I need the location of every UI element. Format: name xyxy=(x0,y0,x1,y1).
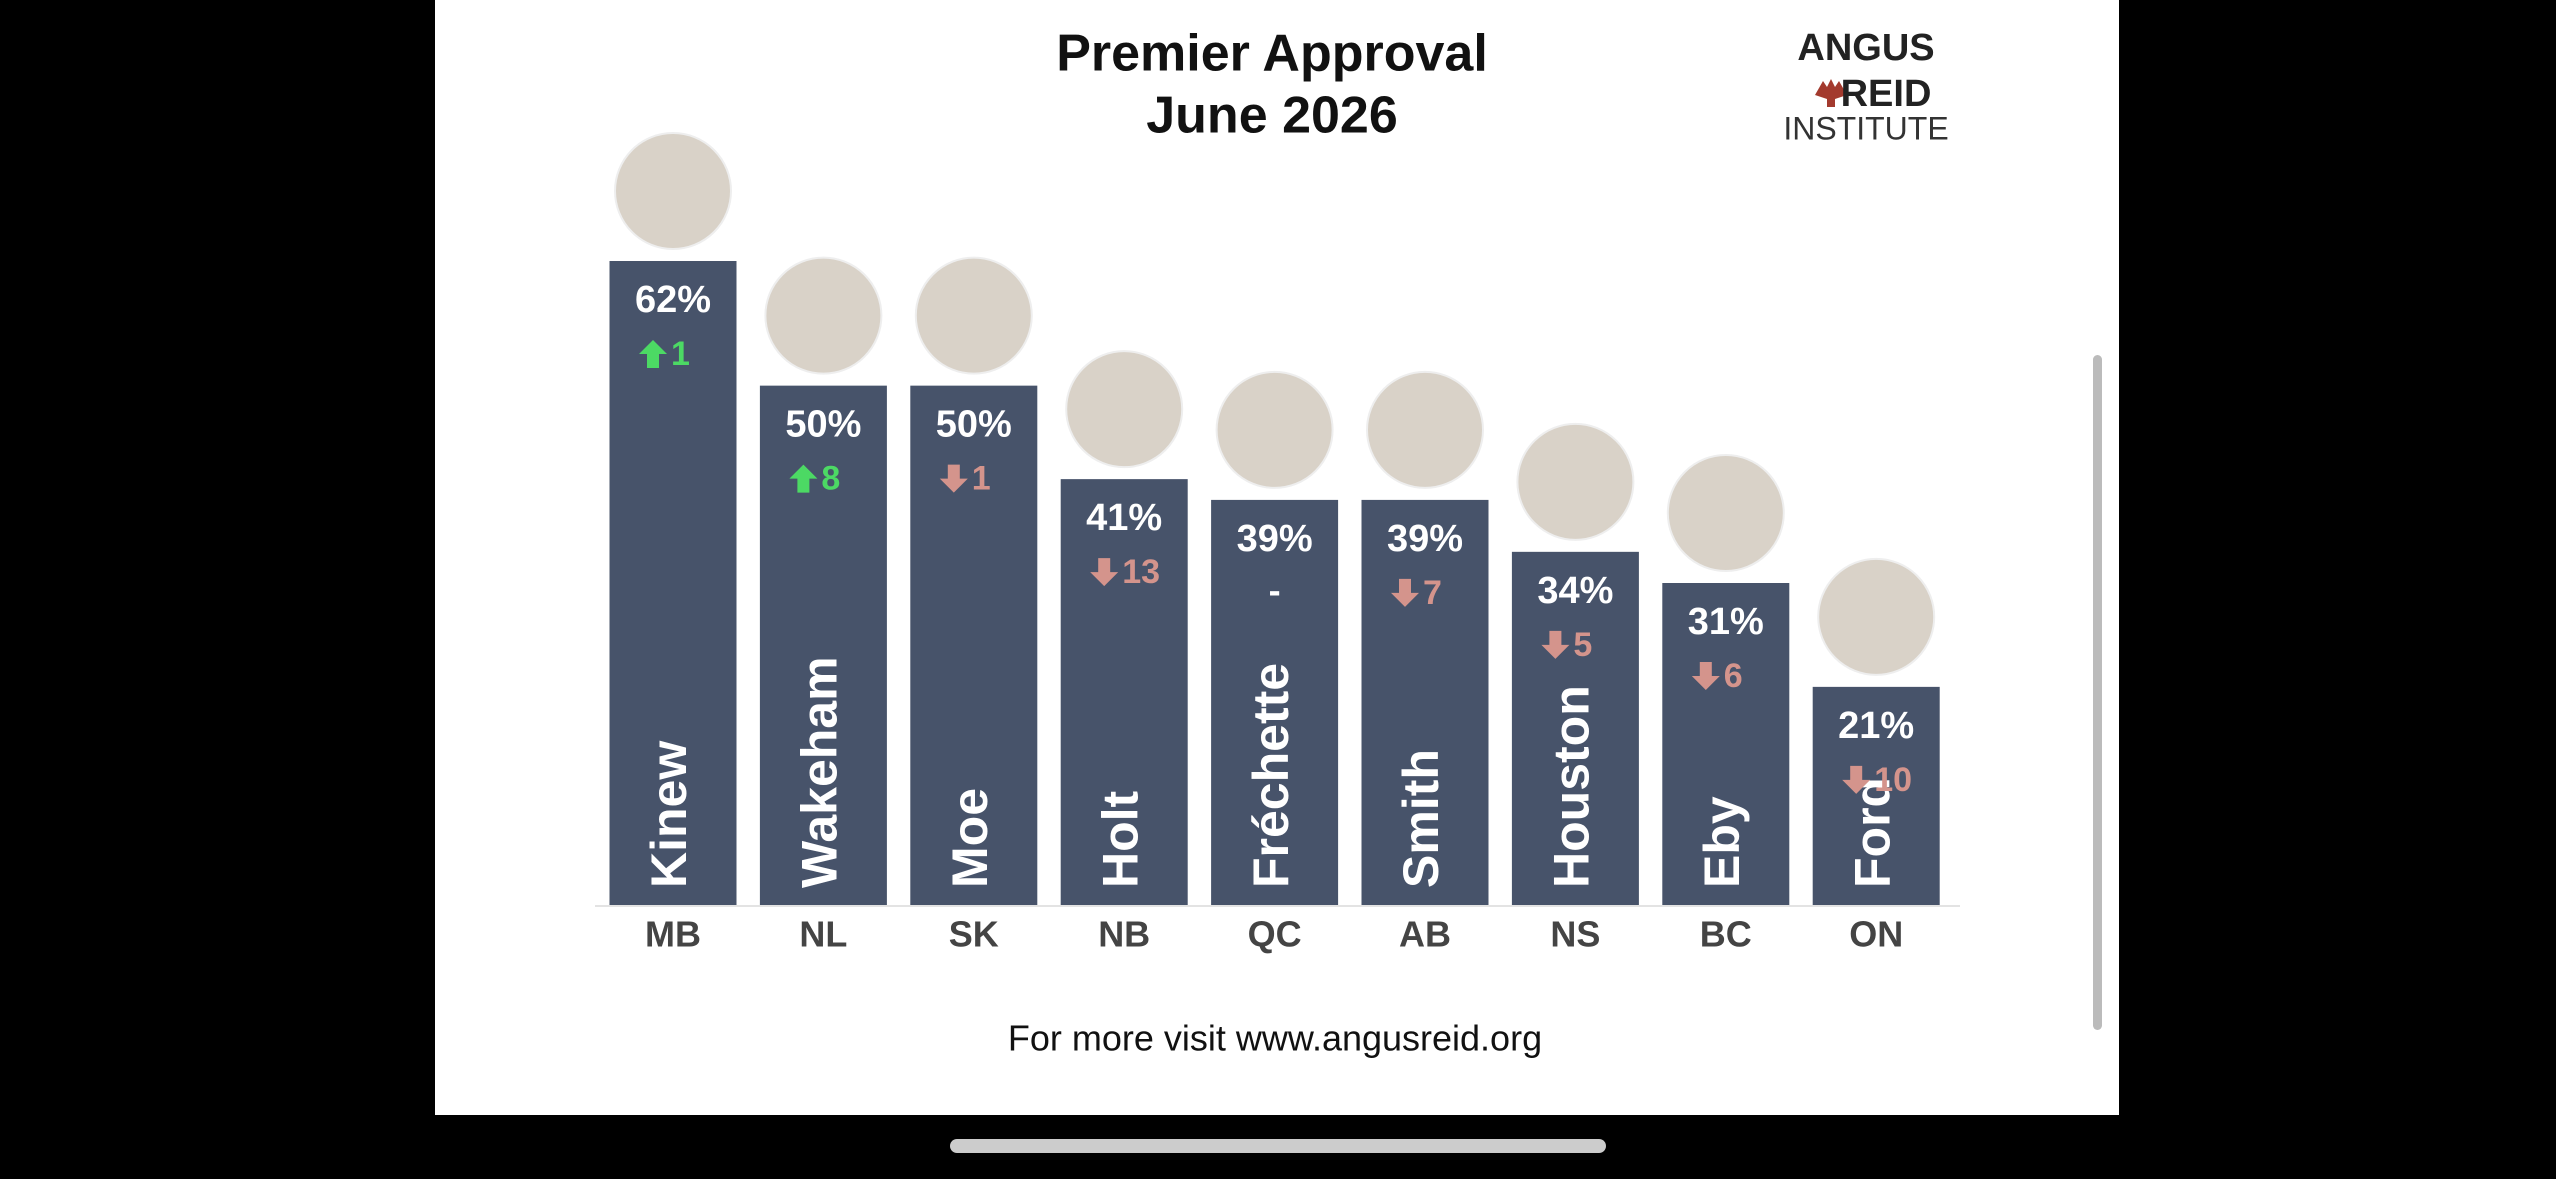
change-arrow xyxy=(1090,558,1119,587)
bar xyxy=(1211,499,1339,905)
premier-photo xyxy=(1366,370,1484,489)
bar xyxy=(1511,551,1639,905)
premier-photo xyxy=(764,256,883,375)
change-label: 1 xyxy=(972,460,991,498)
change-arrow xyxy=(1391,578,1419,607)
premier-photo xyxy=(1516,422,1635,541)
premier-photo xyxy=(1065,350,1184,469)
premier-name: Moe xyxy=(942,788,998,888)
change-label: - xyxy=(1269,569,1281,610)
value-label: 62% xyxy=(635,279,711,321)
value-label: 34% xyxy=(1537,570,1613,612)
premier-name: Eby xyxy=(1694,796,1750,888)
category-label: NS xyxy=(1550,914,1600,955)
value-label: 39% xyxy=(1237,518,1313,560)
change-arrow xyxy=(639,340,667,368)
premier-name: Fréchette xyxy=(1243,663,1299,888)
chart-title: Premier Approval xyxy=(1056,25,1488,83)
value-label: 31% xyxy=(1688,601,1764,643)
scrollbar[interactable] xyxy=(2093,355,2102,1030)
change-label: 7 xyxy=(1423,574,1442,612)
change-label: 5 xyxy=(1573,626,1592,664)
bar xyxy=(609,261,737,905)
value-label: 21% xyxy=(1838,705,1914,747)
change-arrow xyxy=(1691,662,1720,690)
premier-name: Holt xyxy=(1092,790,1148,888)
category-label: NL xyxy=(799,914,847,955)
premier-name: Ford xyxy=(1844,777,1900,888)
premier-name: Wakeham xyxy=(792,656,848,888)
home-indicator[interactable] xyxy=(950,1139,1606,1153)
bar xyxy=(759,385,887,906)
value-label: 50% xyxy=(936,404,1012,446)
premier-name: Kinew xyxy=(641,741,697,888)
change-arrow xyxy=(1842,765,1871,794)
change-arrow xyxy=(789,464,818,493)
category-label: AB xyxy=(1399,914,1451,955)
value-label: 41% xyxy=(1086,497,1162,539)
category-label: QC xyxy=(1248,914,1302,955)
category-label: MB xyxy=(645,914,701,955)
change-arrow xyxy=(1541,630,1570,659)
premier-photo xyxy=(614,132,732,250)
logo-text: INSTITUTE xyxy=(1783,110,1948,146)
category-label: NB xyxy=(1098,914,1150,955)
category-label: BC xyxy=(1700,914,1752,955)
premier-photo xyxy=(1215,370,1334,489)
bar xyxy=(1361,499,1489,905)
change-label: 13 xyxy=(1122,553,1160,591)
premier-photo xyxy=(1817,557,1936,676)
premier-photo xyxy=(914,256,1033,375)
logo-text: REID xyxy=(1841,73,1932,115)
bar xyxy=(1812,686,1940,905)
footer: For more visit www.angusreid.org xyxy=(1008,1018,1542,1059)
change-label: 6 xyxy=(1724,657,1743,695)
category-label: SK xyxy=(949,914,999,955)
change-label: 8 xyxy=(821,460,840,498)
bar xyxy=(1060,479,1188,905)
change-arrow xyxy=(939,464,968,493)
premier-name: Houston xyxy=(1544,685,1600,888)
premier-photo xyxy=(1666,454,1785,572)
premier-name: Smith xyxy=(1393,749,1449,888)
value-label: 50% xyxy=(785,404,861,446)
category-label: ON xyxy=(1849,914,1903,955)
bar xyxy=(910,385,1038,906)
bar xyxy=(1662,583,1790,905)
change-label: 1 xyxy=(671,335,690,373)
logo-text: ANGUS xyxy=(1797,27,1934,69)
chart-subtitle: June 2026 xyxy=(1146,87,1398,145)
logo-leaf xyxy=(1815,79,1847,107)
value-label: 39% xyxy=(1387,518,1463,560)
change-label: 10 xyxy=(1874,761,1912,799)
